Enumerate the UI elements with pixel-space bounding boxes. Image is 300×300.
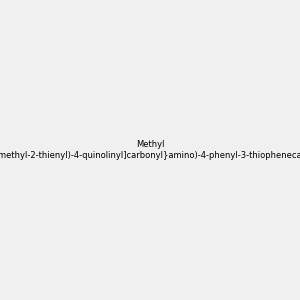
Text: Methyl 2-({[2-(5-methyl-2-thienyl)-4-quinolinyl]carbonyl}amino)-4-phenyl-3-thiop: Methyl 2-({[2-(5-methyl-2-thienyl)-4-qui…	[0, 140, 300, 160]
